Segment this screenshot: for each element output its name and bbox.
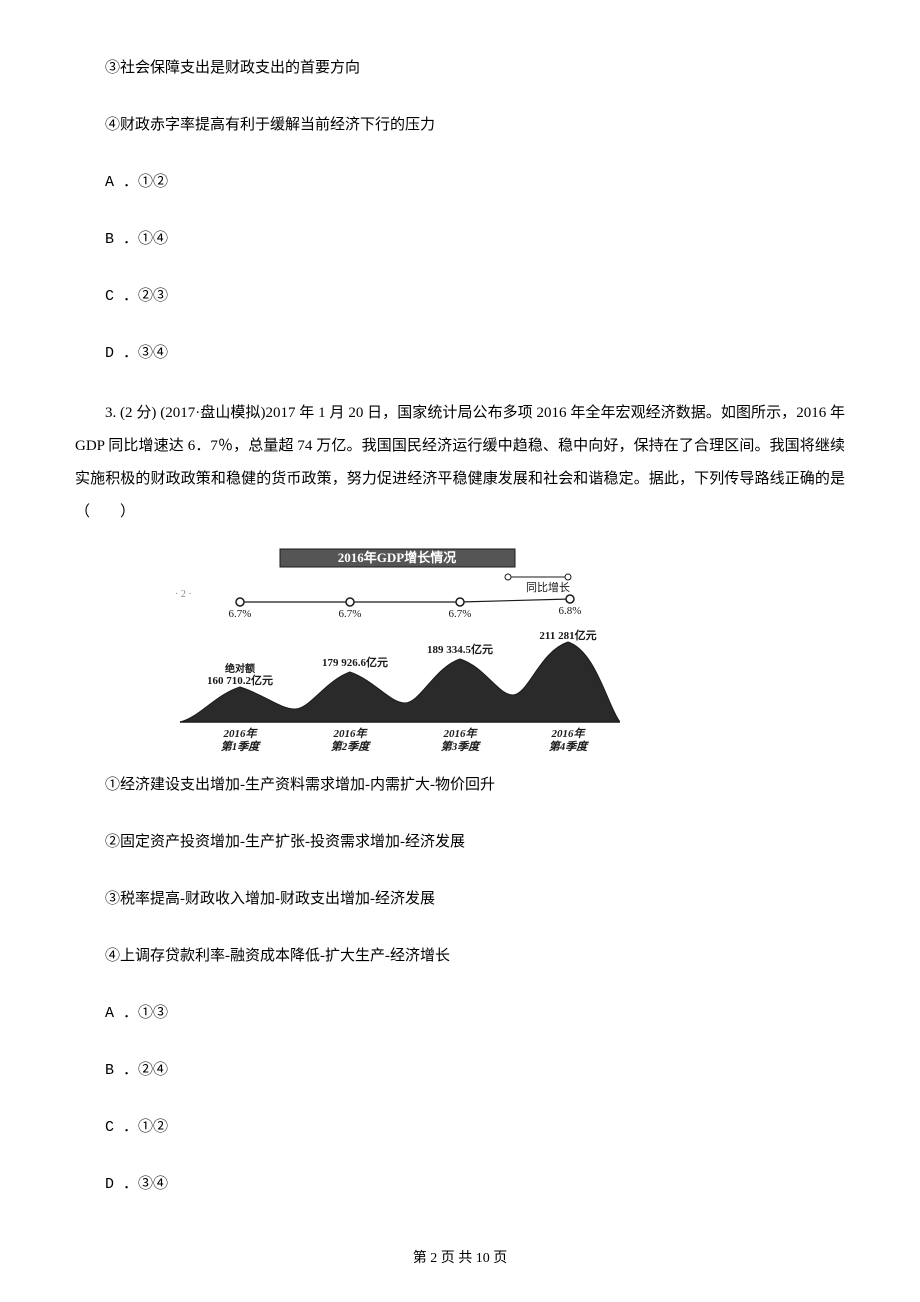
legend-marker-1 — [505, 574, 511, 580]
abs-value-1: 160 710.2亿元 — [207, 673, 273, 687]
growth-point-2 — [346, 598, 354, 606]
growth-point-3 — [456, 598, 464, 606]
q3-statement-4: ④上调存贷款利率-融资成本降低-扩大生产-经济增长 — [75, 943, 845, 970]
svg-text:第4季度: 第4季度 — [549, 740, 589, 753]
growth-label-1: 6.7% — [229, 608, 252, 620]
choice-a-top: A ．①② — [75, 169, 845, 196]
svg-text:第2季度: 第2季度 — [331, 740, 371, 753]
svg-text:2016年: 2016年 — [443, 727, 479, 740]
q3-choice-b: B ．②④ — [75, 1057, 845, 1084]
growth-label-2: 6.7% — [339, 608, 362, 620]
q3-statement-3: ③税率提高-财政收入增加-财政支出增加-经济发展 — [75, 886, 845, 913]
abs-label: 绝对额 — [225, 662, 255, 675]
q3-choice-c: C ．①② — [75, 1114, 845, 1141]
abs-value-4: 211 281亿元 — [539, 628, 596, 642]
choice-b-top: B ．①④ — [75, 226, 845, 253]
svg-text:2016年: 2016年 — [333, 727, 369, 740]
legend-marker-2 — [565, 574, 571, 580]
growth-point-4 — [566, 595, 574, 603]
chart-title-text: 2016年GDP增长情况 — [338, 550, 456, 565]
svg-text:2016年: 2016年 — [551, 727, 587, 740]
statement-3: ③社会保障支出是财政支出的首要方向 — [75, 55, 845, 82]
abs-value-2: 179 926.6亿元 — [322, 655, 388, 669]
page-footer: 第 2 页 共 10 页 — [0, 1247, 920, 1267]
svg-text:2016年: 2016年 — [223, 727, 259, 740]
gdp-chart: 2016年GDP增长情况 同比增长 · 2 · 6.7% 6.7% 6.7% 6… — [170, 547, 845, 762]
q3-statement-2: ②固定资产投资增加-生产扩张-投资需求增加-经济发展 — [75, 829, 845, 856]
svg-text:第1季度: 第1季度 — [221, 740, 261, 753]
question-3-text: 3. (2 分) (2017·盘山模拟)2017 年 1 月 20 日，国家统计… — [75, 397, 845, 529]
growth-label-3: 6.7% — [449, 608, 472, 620]
question-3: 3. (2 分) (2017·盘山模拟)2017 年 1 月 20 日，国家统计… — [75, 397, 845, 529]
x-labels: 2016年 第1季度 2016年 第2季度 2016年 第3季度 2016年 第… — [221, 727, 589, 753]
statement-4: ④财政赤字率提高有利于缓解当前经济下行的压力 — [75, 112, 845, 139]
growth-label-4: 6.8% — [559, 605, 582, 617]
q3-choice-a: A ．①③ — [75, 1000, 845, 1027]
growth-line-group: 6.7% 6.7% 6.7% 6.8% — [229, 595, 582, 620]
gdp-chart-svg: 2016年GDP增长情况 同比增长 · 2 · 6.7% 6.7% 6.7% 6… — [170, 547, 620, 757]
svg-text:第3季度: 第3季度 — [441, 740, 481, 753]
legend-label: 同比增长 — [526, 580, 570, 594]
abs-value-3: 189 334.5亿元 — [427, 642, 493, 656]
q3-statement-1: ①经济建设支出增加-生产资料需求增加-内需扩大-物价回升 — [75, 772, 845, 799]
growth-point-1 — [236, 598, 244, 606]
q3-choice-d: D ．③④ — [75, 1171, 845, 1198]
choice-d-top: D ．③④ — [75, 340, 845, 367]
y-fragment: · 2 · — [175, 589, 192, 600]
choice-c-top: C ．②③ — [75, 283, 845, 310]
